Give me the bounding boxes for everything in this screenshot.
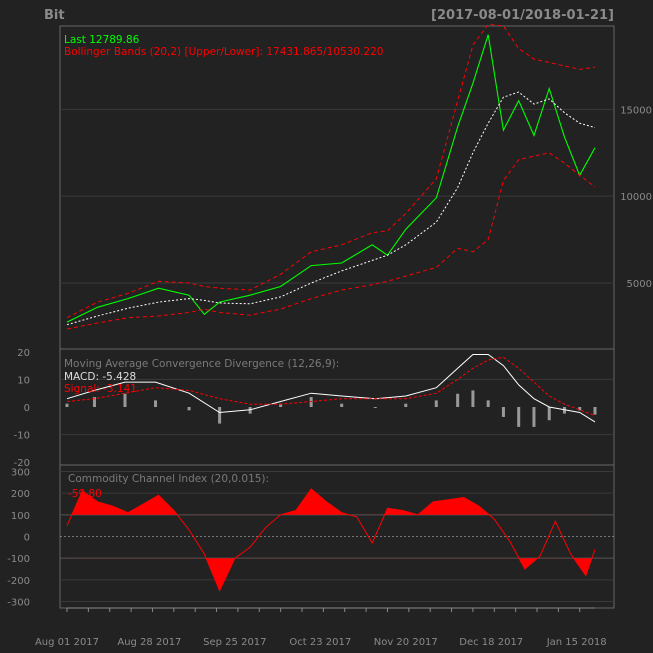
- macd-histogram-bar: [92, 397, 96, 407]
- macd-histogram-bar: [187, 407, 191, 411]
- x-tick-label: Aug 28 2017: [117, 637, 181, 648]
- macd-histogram-bar: [218, 407, 222, 424]
- cci-y-tick-label: 0: [24, 533, 30, 544]
- macd-histogram-bar: [593, 407, 597, 415]
- macd-histogram-bar: [248, 407, 252, 414]
- macd-histogram-bar: [309, 397, 313, 407]
- macd-y-tick-label: 0: [24, 403, 30, 414]
- macd-histogram-bar: [154, 400, 158, 407]
- legend-last: Last 12789.86: [64, 34, 140, 46]
- macd-histogram-bar: [562, 407, 566, 414]
- macd-histogram-bar: [373, 407, 377, 408]
- series-bollinger_upper: [66, 23, 596, 319]
- legend-macd: MACD: -5.428: [64, 371, 136, 383]
- series-cci: [66, 488, 596, 592]
- macd-y-tick-label: 20: [17, 348, 30, 359]
- price-y-tick-label: 15000: [620, 105, 652, 116]
- grid: [60, 108, 614, 602]
- price-y-tick-label: 10000: [620, 192, 652, 203]
- legend-signal: Signal: -3.141: [64, 383, 137, 395]
- series-bollinger_lower: [66, 152, 596, 330]
- macd-y-tick-label: -20: [14, 458, 30, 469]
- x-tick-label: Oct 23 2017: [289, 637, 351, 648]
- series-signal: [66, 356, 596, 417]
- legend-bollinger: Bollinger Bands (20,2) [Upper/Lower]: 17…: [64, 46, 383, 58]
- price-panel: [59, 25, 615, 350]
- macd-histogram-bar: [578, 407, 582, 411]
- cci-title: Commodity Channel Index (20,0.015):: [68, 473, 269, 485]
- cci-y-tick-label: -100: [7, 554, 30, 565]
- macd-histogram-bar: [279, 403, 283, 407]
- cci-y-tick-label: 100: [11, 511, 30, 522]
- cci-y-tick-label: -200: [7, 576, 30, 587]
- cci-y-tick-label: -300: [7, 598, 30, 609]
- x-tick-label: Aug 01 2017: [35, 637, 99, 648]
- macd-title: Moving Average Convergence Divergence (1…: [64, 358, 339, 370]
- cci-overbought-area: [67, 488, 595, 515]
- macd-histogram-bar: [340, 403, 344, 407]
- macd-y-tick-label: -10: [14, 431, 30, 442]
- macd-histogram-bar: [532, 407, 536, 427]
- macd-histogram-bar: [486, 400, 490, 407]
- macd-histogram-bar: [456, 393, 460, 407]
- macd-y-tick-label: 10: [17, 375, 30, 386]
- price-y-tick-label: 5000: [627, 279, 652, 290]
- macd-histogram-bar: [404, 403, 408, 407]
- macd-histogram-bar: [434, 400, 438, 407]
- x-tick-label: Sep 25 2017: [203, 637, 266, 648]
- chart-symbol: Bit: [44, 8, 65, 23]
- series-bollinger_mid: [66, 91, 596, 326]
- legend-cci: -59.80: [68, 488, 102, 500]
- date-range: [2017-08-01/2018-01-21]: [431, 8, 614, 23]
- macd-histogram-bar: [501, 407, 505, 417]
- chart-marks: 50001000015000-20-1001020-300-200-100010…: [7, 23, 652, 648]
- x-tick-label: Dec 18 2017: [459, 637, 523, 648]
- series-close: [66, 34, 596, 323]
- macd-histogram-bar: [517, 407, 521, 427]
- macd-histogram-bar: [471, 390, 475, 407]
- macd-histogram-bar: [547, 407, 551, 421]
- x-tick-label: Jan 15 2018: [546, 637, 607, 648]
- x-tick-label: Nov 20 2017: [374, 637, 438, 648]
- cci-y-tick-label: 200: [11, 489, 30, 500]
- macd-histogram-bar: [65, 403, 69, 407]
- cci-y-tick-label: 300: [11, 468, 30, 479]
- macd-histogram-bar: [123, 393, 127, 407]
